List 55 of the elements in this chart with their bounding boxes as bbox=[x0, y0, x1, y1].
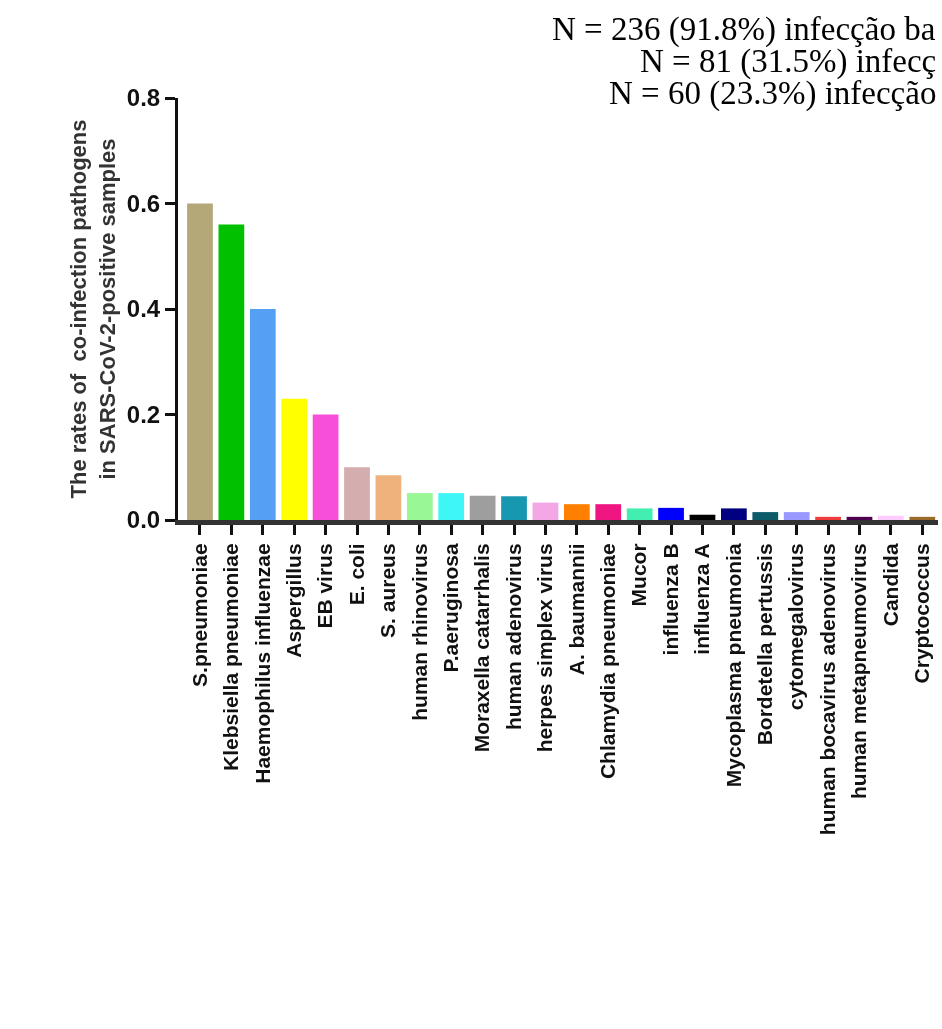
bar bbox=[720, 508, 747, 520]
y-tick-label: 0.4 bbox=[126, 295, 161, 323]
x-tick-label: Mucor bbox=[627, 543, 651, 607]
y-tick-label: 0.8 bbox=[126, 84, 161, 112]
x-tick-label: human rhinovirus bbox=[407, 543, 431, 721]
bar bbox=[249, 309, 276, 520]
bar bbox=[658, 507, 684, 520]
x-tick-label: E. coli bbox=[344, 543, 368, 606]
bar bbox=[783, 512, 810, 520]
bar bbox=[469, 495, 496, 520]
bar bbox=[532, 502, 559, 520]
x-tick-label: S. aureus bbox=[376, 543, 400, 638]
bar bbox=[406, 493, 433, 520]
y-axis-title: The rates of co-infection pathogens in SARS-CoV-2-positive samples bbox=[66, 119, 120, 499]
y-tick-label: 0.2 bbox=[126, 400, 161, 428]
bar bbox=[626, 508, 653, 520]
bar bbox=[815, 516, 841, 520]
bar bbox=[375, 475, 402, 520]
text: N = 236 (91.8%) infecção ba bbox=[552, 11, 936, 48]
y-tick-label: 0.0 bbox=[126, 506, 161, 534]
x-tick-label: Klebsiella pneumoniae bbox=[219, 543, 243, 771]
x-tick-label: A. baumannii bbox=[564, 543, 588, 676]
x-tick-label: human metapneumovirus bbox=[847, 543, 871, 799]
x-tick-label: influenza B bbox=[658, 543, 682, 656]
bar bbox=[438, 493, 465, 520]
x-tick-label: Chlamydia pneumoniae bbox=[596, 543, 620, 780]
bar bbox=[501, 496, 527, 520]
x-tick-label: herpes simplex virus bbox=[533, 543, 557, 753]
bar bbox=[312, 414, 339, 520]
bar bbox=[281, 398, 308, 520]
x-tick-label: Aspergillus bbox=[282, 543, 306, 658]
x-tick-label: Moraxella catarrhalis bbox=[470, 543, 494, 753]
bar bbox=[846, 516, 873, 520]
x-tick-label: P.aeruginosa bbox=[439, 543, 463, 673]
x-tick-label: influenza A bbox=[690, 543, 714, 655]
bar bbox=[689, 514, 716, 520]
x-tick-label: human adenovirus bbox=[501, 543, 525, 731]
x-tick-label: Cryptococcus bbox=[910, 543, 934, 684]
bar bbox=[187, 203, 213, 520]
y-tick-label: 0.6 bbox=[126, 189, 161, 217]
x-tick-label: S.pneumoniae bbox=[187, 543, 211, 687]
x-tick-label: Bordetella pertussis bbox=[753, 543, 777, 746]
bar bbox=[595, 504, 622, 520]
x-tick-label: Haemophilus influenzae bbox=[250, 543, 274, 784]
bar bbox=[878, 515, 904, 520]
x-tick-label: EB virus bbox=[313, 543, 337, 629]
x-tick-label: cytomegalovirus bbox=[784, 543, 808, 711]
bar bbox=[218, 224, 245, 520]
x-tick-label: human bocavirus adenovirus bbox=[815, 543, 839, 836]
bar bbox=[909, 516, 936, 520]
bar bbox=[563, 504, 590, 520]
x-tick-label: Candida bbox=[878, 543, 902, 627]
bar bbox=[752, 512, 779, 520]
x-tick-label: Mycoplasma pneumonia bbox=[721, 543, 745, 788]
bar bbox=[344, 467, 370, 520]
